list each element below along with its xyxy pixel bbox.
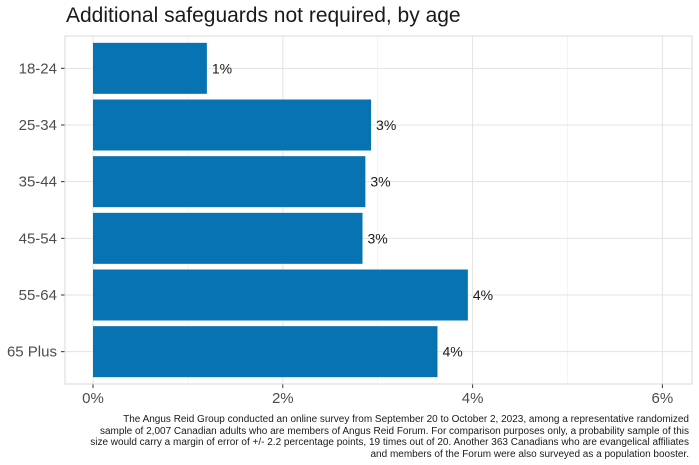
plot-border bbox=[64, 35, 693, 385]
y-tick-label: 45-54 bbox=[19, 230, 57, 247]
x-tick-label: 2% bbox=[272, 390, 294, 407]
y-tick-label: 55-64 bbox=[19, 287, 57, 304]
x-tick-label: 4% bbox=[462, 390, 484, 407]
y-tick-label: 35-44 bbox=[19, 174, 57, 191]
data-label: 4% bbox=[442, 344, 462, 360]
data-label: 3% bbox=[370, 174, 390, 190]
bar-chart: 1% 3% 3% 3% 4% 4% 0% 2% 4% 6% 18-24 25-34 35-44 45-5… bbox=[7, 35, 693, 407]
data-label: 3% bbox=[368, 230, 388, 246]
y-tick-label: 25-34 bbox=[19, 117, 57, 134]
data-label: 4% bbox=[473, 287, 493, 303]
data-label: 3% bbox=[376, 117, 396, 133]
survey-footnote: The Angus Reid Group conducted an online… bbox=[90, 414, 689, 460]
bar bbox=[93, 326, 438, 378]
x-tick-label: 0% bbox=[82, 390, 104, 407]
bar bbox=[93, 99, 372, 151]
x-tick-label: 6% bbox=[652, 390, 674, 407]
chart-title: Additional safeguards not required, by a… bbox=[66, 4, 461, 27]
bar bbox=[93, 269, 468, 321]
y-tick-label: 65 Plus bbox=[7, 344, 57, 361]
bar bbox=[93, 156, 366, 208]
y-tick-label: 18-24 bbox=[19, 60, 57, 77]
data-label: 1% bbox=[212, 60, 232, 76]
bar bbox=[93, 42, 207, 94]
bar bbox=[93, 212, 363, 264]
